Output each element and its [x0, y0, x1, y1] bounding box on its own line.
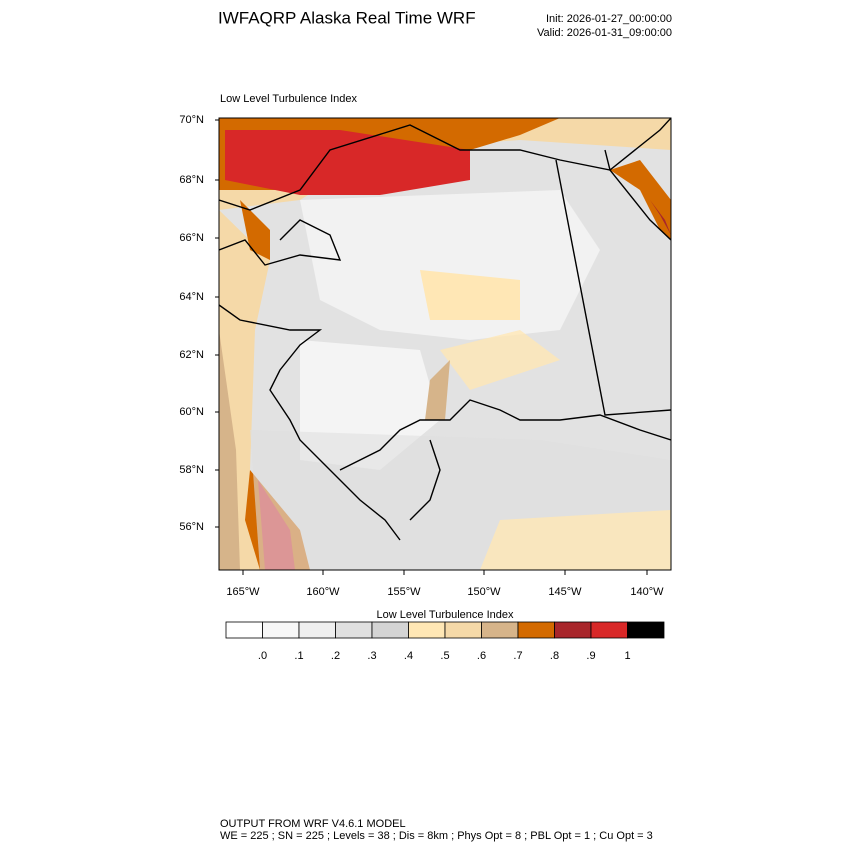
lon-label: 140°W: [630, 586, 664, 598]
colorbar-box: [262, 621, 300, 639]
lat-label: 58°N: [179, 464, 204, 476]
colorbar-box: [444, 621, 482, 639]
colorbar-title: Low Level Turbulence Index: [377, 609, 514, 621]
colorbar-label: .0: [258, 650, 267, 662]
lon-label: 150°W: [467, 586, 501, 598]
lat-label: 64°N: [179, 291, 204, 303]
valid-time: Valid: 2026-01-31_09:00:00: [537, 27, 672, 39]
footer-line: OUTPUT FROM WRF V4.6.1 MODEL: [220, 818, 406, 830]
map-title: Low Level Turbulence Index: [220, 93, 357, 105]
colorbar-label: .1: [294, 650, 303, 662]
lon-label: 165°W: [226, 586, 260, 598]
colorbar-label: .4: [404, 650, 413, 662]
lat-label: 70°N: [179, 114, 204, 126]
lat-label: 68°N: [179, 174, 204, 186]
map-frame: [218, 117, 672, 571]
colorbar-label: .7: [513, 650, 522, 662]
lon-label: 155°W: [387, 586, 421, 598]
title: IWFAQRP Alaska Real Time WRF: [218, 8, 476, 27]
lat-label: 62°N: [179, 349, 204, 361]
lat-label: 56°N: [179, 521, 204, 533]
colorbar-box: [298, 621, 336, 639]
colorbar-label: .2: [331, 650, 340, 662]
colorbar-box: [627, 621, 665, 639]
lon-label: 145°W: [548, 586, 582, 598]
lat-label: 66°N: [179, 232, 204, 244]
colorbar-box: [335, 621, 373, 639]
colorbar-box: [371, 621, 409, 639]
colorbar-label: .9: [586, 650, 595, 662]
colorbar-box: [481, 621, 519, 639]
lat-label: 60°N: [179, 406, 204, 418]
footer-line: WE = 225 ; SN = 225 ; Levels = 38 ; Dis …: [220, 830, 653, 842]
colorbar-label: .3: [367, 650, 376, 662]
colorbar-box: [517, 621, 555, 639]
map-field: [219, 118, 671, 570]
colorbar-label: .6: [477, 650, 486, 662]
colorbar-box: [554, 621, 592, 639]
colorbar-label: 1: [624, 650, 630, 662]
colorbar-box: [225, 621, 263, 639]
lon-label: 160°W: [306, 586, 340, 598]
colorbar-box: [408, 621, 446, 639]
colorbar-label: .8: [550, 650, 559, 662]
init-time: Init: 2026-01-27_00:00:00: [546, 13, 672, 25]
colorbar-label: .5: [440, 650, 449, 662]
colorbar-box: [590, 621, 628, 639]
